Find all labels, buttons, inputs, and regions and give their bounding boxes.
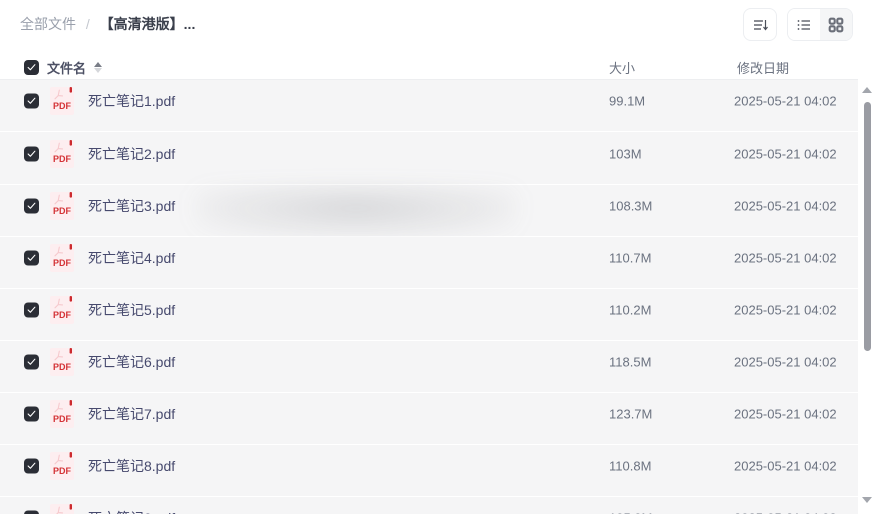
svg-text:PDF: PDF (53, 101, 72, 111)
svg-text:PDF: PDF (53, 206, 72, 216)
svg-text:PDF: PDF (53, 153, 72, 163)
svg-text:PDF: PDF (53, 310, 72, 320)
svg-text:PDF: PDF (53, 414, 72, 424)
svg-text:PDF: PDF (53, 258, 72, 268)
svg-text:PDF: PDF (53, 362, 72, 372)
svg-text:PDF: PDF (53, 466, 72, 476)
